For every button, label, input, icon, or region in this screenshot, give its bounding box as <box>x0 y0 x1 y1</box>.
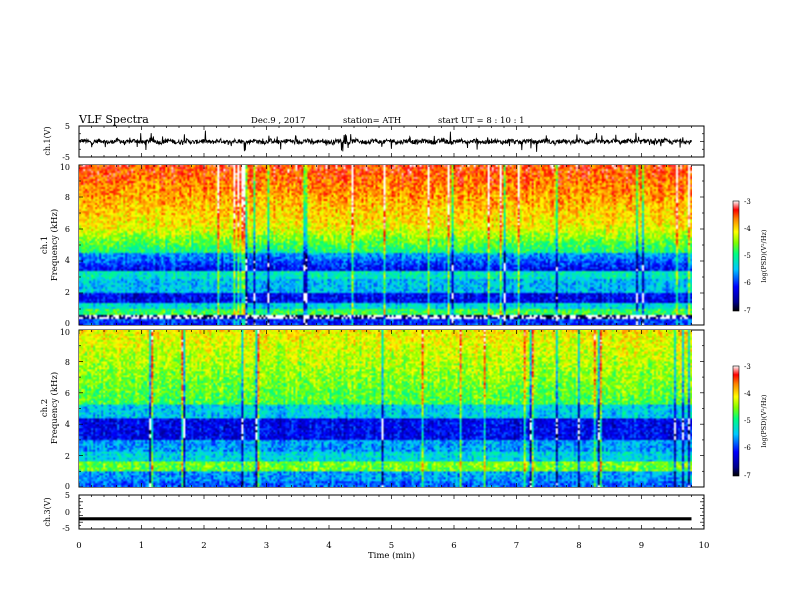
date-label: Dec.9 , 2017 <box>251 116 305 126</box>
xtick-9: 9 <box>639 541 644 551</box>
ch1-spec-ytick-4: 4 <box>65 256 70 265</box>
ch2-cbar-tick-m4: -4 <box>744 390 751 398</box>
ch2-spectrogram-image <box>79 330 692 487</box>
ch1-waveform-panel: 5 -5 ch.1(V) <box>43 122 705 162</box>
xtick-8: 8 <box>576 541 581 551</box>
ch2-spec-ytick-4: 4 <box>65 420 70 429</box>
ch2-spectrogram-panel: ch.2 Frequency (kHz) 0 2 4 6 8 10 <box>40 328 705 491</box>
station-label: station= ATH <box>343 116 401 126</box>
xtick-1: 1 <box>139 541 144 551</box>
x-axis-label: Time (min) <box>368 550 415 561</box>
xtick-10: 10 <box>699 541 710 551</box>
ch1-cbar-tick-m7: -7 <box>744 307 751 315</box>
xtick-4: 4 <box>326 541 331 551</box>
ch2-spec-ytick-10: 10 <box>60 328 70 337</box>
ch1-cbar-tick-m5: -5 <box>744 252 751 260</box>
ch2-spec-ytick-6: 6 <box>65 389 70 398</box>
time-axis: 0 1 2 3 4 5 6 7 8 9 10 Time (min) <box>76 541 709 561</box>
ch2-spec-yticks: 0 2 4 6 8 10 <box>60 328 70 491</box>
xtick-3: 3 <box>264 541 269 551</box>
ch3-waveform-ylabel: ch.3(V) <box>43 497 52 526</box>
ch1-spec-ylabel-channel: ch.1 <box>40 236 50 254</box>
xtick-6: 6 <box>451 541 456 551</box>
xtick-0: 0 <box>76 541 81 551</box>
ch3-waveform-frame <box>78 494 705 530</box>
ch3-ytick-0: 0 <box>65 508 70 517</box>
ch2-colorbar-gradient <box>732 365 740 477</box>
ch1-spec-ytick-6: 6 <box>65 225 70 234</box>
ch1-ytick-bottom: -5 <box>62 153 70 162</box>
xtick-5: 5 <box>389 541 394 551</box>
ch1-ytick-top: 5 <box>65 122 70 131</box>
ch2-spec-ytick-2: 2 <box>65 452 70 461</box>
ch3-ytick-m5: -5 <box>62 524 70 533</box>
ch1-spectrogram-image <box>79 165 692 325</box>
ch1-spec-yticks: 0 2 4 6 8 10 <box>60 163 70 328</box>
ch2-spec-ytick-0: 0 <box>65 482 70 491</box>
axis-tick-marks <box>78 125 705 530</box>
ch1-colorbar-gradient <box>732 200 740 312</box>
ch2-colorbar-label: log(PSD)(V²/Hz) <box>760 394 768 447</box>
ch3-ytick-5: 5 <box>65 491 70 500</box>
ch2-spec-ylabel-channel: ch.2 <box>40 399 50 417</box>
ch2-spec-ylabel-frequency: Frequency (kHz) <box>49 372 60 444</box>
ch1-colorbar: -3 -4 -5 -6 -7 log(PSD)(V²/Hz) <box>732 198 768 315</box>
ch1-cbar-tick-m4: -4 <box>744 225 751 233</box>
ch1-spec-ytick-0: 0 <box>65 319 70 328</box>
ch1-spectrogram-panel: ch.1 Frequency (kHz) 0 2 4 6 8 10 <box>40 163 705 328</box>
ch2-cbar-tick-m7: -7 <box>744 472 751 480</box>
ch1-cbar-tick-m6: -6 <box>744 279 751 287</box>
xtick-2: 2 <box>201 541 206 551</box>
ch2-spec-ytick-8: 8 <box>65 358 70 367</box>
ch1-spec-ytick-10: 10 <box>60 163 70 172</box>
figure-title: VLF Spectra <box>78 113 149 126</box>
ch2-colorbar: -3 -4 -5 -6 -7 log(PSD)(V²/Hz) <box>732 363 768 480</box>
ch2-cbar-tick-m5: -5 <box>744 417 751 425</box>
ch1-spec-ylabel-frequency: Frequency (kHz) <box>49 209 60 281</box>
ch1-waveform-trace <box>79 130 692 152</box>
ch1-cbar-tick-m3: -3 <box>744 198 751 206</box>
ch1-colorbar-label: log(PSD)(V²/Hz) <box>760 229 768 282</box>
start-ut-label: start UT = 8 : 10 : 1 <box>438 116 525 126</box>
ch1-spec-ytick-8: 8 <box>65 193 70 202</box>
ch2-cbar-tick-m6: -6 <box>744 444 751 452</box>
ch2-cbar-tick-m3: -3 <box>744 363 751 371</box>
xtick-7: 7 <box>514 541 519 551</box>
ch1-spec-ytick-2: 2 <box>65 288 70 297</box>
ch3-waveform-panel: 5 0 -5 ch.3(V) <box>43 491 705 533</box>
ch1-waveform-ylabel: ch.1(V) <box>43 126 52 155</box>
